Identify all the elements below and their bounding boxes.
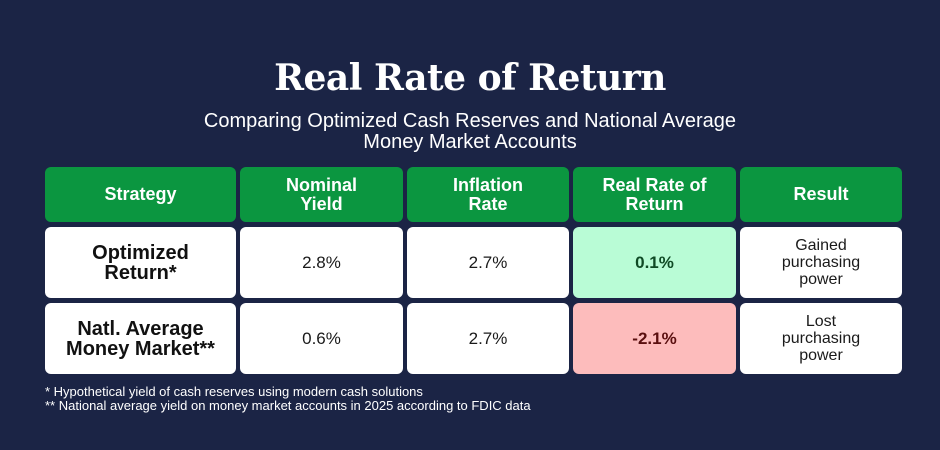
header-text: Yield (300, 193, 343, 214)
result-text: purchasing (781, 330, 861, 347)
subtitle-line-2: Money Market Accounts (363, 131, 577, 153)
row-1-nominal-yield: 2.8% (240, 227, 403, 298)
row-1-result: Gained purchasing power (740, 227, 902, 298)
header-text: Inflation (453, 174, 523, 195)
header-text: Strategy (104, 184, 177, 204)
result-text: Gained (795, 237, 847, 254)
row-2-strategy: Natl. Average Money Market** (45, 303, 236, 374)
footnotes: * Hypothetical yield of cash reserves us… (45, 385, 531, 413)
strategy-text: Optimized (92, 241, 189, 264)
header-text: Rate (468, 193, 508, 214)
page-title: Real Rate of Return (274, 57, 666, 99)
column-header-strategy: Strategy (45, 167, 236, 222)
column-header-real-rate: Real Rate of Return (573, 167, 736, 222)
row-1-real-rate: 0.1% (573, 227, 736, 298)
result-text: purchasing (781, 254, 861, 271)
result-text: Lost (805, 313, 837, 330)
header-text: Return (625, 193, 684, 214)
footnote-2: ** National average yield on money marke… (45, 398, 531, 413)
page-subtitle: Comparing Optimized Cash Reserves and Na… (0, 111, 940, 153)
row-2-real-rate: -2.1% (573, 303, 736, 374)
result-text: power (799, 347, 843, 364)
row-2-nominal-yield: 0.6% (240, 303, 403, 374)
strategy-text: Natl. Average (77, 317, 204, 340)
column-header-inflation-rate: Inflation Rate (407, 167, 569, 222)
subtitle-line-1: Comparing Optimized Cash Reserves and Na… (203, 110, 737, 132)
header-text: Nominal (285, 174, 357, 195)
row-2-result: Lost purchasing power (740, 303, 902, 374)
row-1-strategy: Optimized Return* (45, 227, 236, 298)
footnote-1: * Hypothetical yield of cash reserves us… (45, 384, 423, 399)
strategy-text: Return* (104, 261, 177, 284)
row-1-inflation-rate: 2.7% (407, 227, 569, 298)
comparison-table: Strategy Nominal Yield Inflation Rate Re… (45, 167, 902, 374)
header-text: Real Rate of (602, 174, 707, 195)
strategy-text: Money Market** (66, 337, 215, 360)
column-header-nominal-yield: Nominal Yield (240, 167, 403, 222)
column-header-result: Result (740, 167, 902, 222)
row-2-inflation-rate: 2.7% (407, 303, 569, 374)
result-text: power (799, 271, 843, 288)
header-text: Result (793, 184, 849, 204)
